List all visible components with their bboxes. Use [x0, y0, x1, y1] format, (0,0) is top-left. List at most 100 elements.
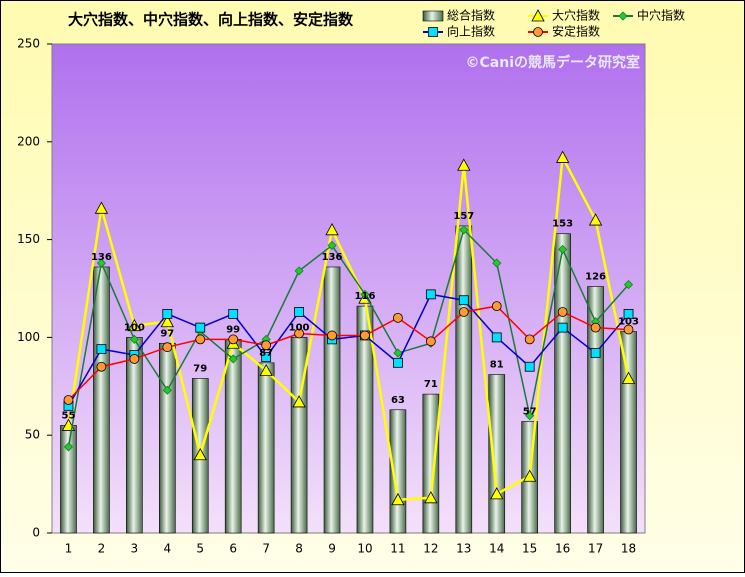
bar — [224, 339, 242, 534]
line — [67, 228, 630, 448]
marker — [490, 487, 504, 500]
legend-label: 向上指数 — [447, 24, 495, 39]
marker — [525, 411, 535, 421]
marker — [292, 395, 306, 408]
data-label: 100 — [289, 322, 310, 333]
marker — [195, 322, 206, 333]
legend-marker — [428, 27, 438, 37]
x-tick-label: 15 — [522, 542, 537, 556]
marker — [523, 469, 537, 482]
marker — [127, 318, 142, 332]
y-tick-label: 100 — [17, 330, 40, 344]
marker — [259, 363, 273, 377]
marker — [294, 328, 304, 339]
legend-marker — [533, 27, 543, 37]
bar — [620, 331, 637, 534]
marker — [360, 330, 370, 341]
bar — [257, 362, 275, 534]
bar — [60, 425, 77, 534]
x-tick-label: 1 — [65, 542, 73, 556]
marker — [555, 150, 570, 163]
data-label: 87 — [259, 348, 273, 359]
marker — [621, 371, 636, 384]
marker — [590, 348, 601, 358]
bar — [126, 337, 143, 534]
marker — [590, 322, 601, 333]
chart-title: 大穴指数、中穴指数、向上指数、安定指数 — [68, 11, 354, 29]
x-tick-label: 7 — [262, 542, 270, 556]
marker — [94, 201, 109, 214]
data-label: 157 — [453, 211, 474, 222]
marker — [261, 352, 272, 362]
watermark: ©Caniの競馬データ研究室 — [466, 54, 641, 71]
data-label: 136 — [322, 252, 343, 263]
marker — [491, 301, 502, 312]
data-label: 103 — [618, 317, 639, 328]
marker — [524, 361, 535, 372]
marker — [228, 334, 239, 345]
x-tick-label: 2 — [98, 542, 106, 556]
bar — [488, 374, 506, 534]
data-label: 71 — [424, 379, 438, 390]
marker — [327, 330, 337, 341]
marker — [294, 307, 304, 317]
x-tick-label: 16 — [555, 542, 570, 556]
plot-area — [51, 43, 646, 534]
marker — [96, 344, 107, 355]
marker — [588, 213, 603, 226]
marker — [228, 309, 239, 319]
marker — [424, 490, 438, 504]
marker — [459, 225, 469, 235]
marker — [491, 332, 502, 343]
marker — [623, 309, 634, 319]
marker — [162, 309, 173, 319]
marker — [129, 334, 139, 344]
data-label: 97 — [160, 328, 174, 339]
bar — [455, 225, 473, 534]
marker — [425, 336, 436, 347]
marker — [96, 258, 106, 268]
marker — [623, 280, 634, 290]
data-label: 57 — [523, 407, 537, 418]
marker — [457, 158, 471, 171]
data-label: 153 — [552, 219, 573, 230]
marker — [623, 324, 634, 335]
bar — [93, 266, 110, 534]
marker — [458, 307, 469, 317]
marker — [162, 385, 172, 395]
x-tick-label: 14 — [489, 542, 504, 556]
marker — [492, 258, 502, 268]
x-tick-label: 18 — [621, 542, 636, 556]
marker — [193, 447, 207, 461]
x-tick-label: 5 — [196, 542, 204, 556]
x-tick-label: 9 — [328, 542, 336, 556]
marker — [425, 289, 436, 300]
x-tick-label: 4 — [163, 542, 171, 556]
marker — [557, 307, 568, 317]
x-tick-label: 8 — [295, 542, 303, 556]
bar — [554, 233, 571, 534]
marker — [360, 289, 370, 299]
bar — [422, 393, 440, 534]
legend-label: 中穴指数 — [637, 8, 685, 23]
x-tick-label: 6 — [229, 542, 237, 556]
x-tick-label: 17 — [588, 542, 603, 556]
marker — [391, 492, 405, 506]
legend-marker — [618, 11, 628, 21]
legend-label: 大穴指数 — [552, 8, 600, 23]
line — [67, 153, 630, 502]
marker — [294, 266, 304, 276]
data-label: 99 — [226, 324, 240, 335]
data-label: 63 — [391, 395, 405, 406]
marker — [393, 348, 403, 358]
marker — [63, 442, 74, 452]
y-tick-label: 150 — [17, 232, 40, 246]
marker — [96, 361, 107, 372]
marker — [228, 354, 238, 364]
bar — [323, 266, 341, 534]
data-label: 100 — [124, 322, 145, 333]
y-tick-label: 0 — [32, 526, 40, 540]
data-label: 126 — [585, 272, 606, 283]
marker — [63, 395, 74, 405]
